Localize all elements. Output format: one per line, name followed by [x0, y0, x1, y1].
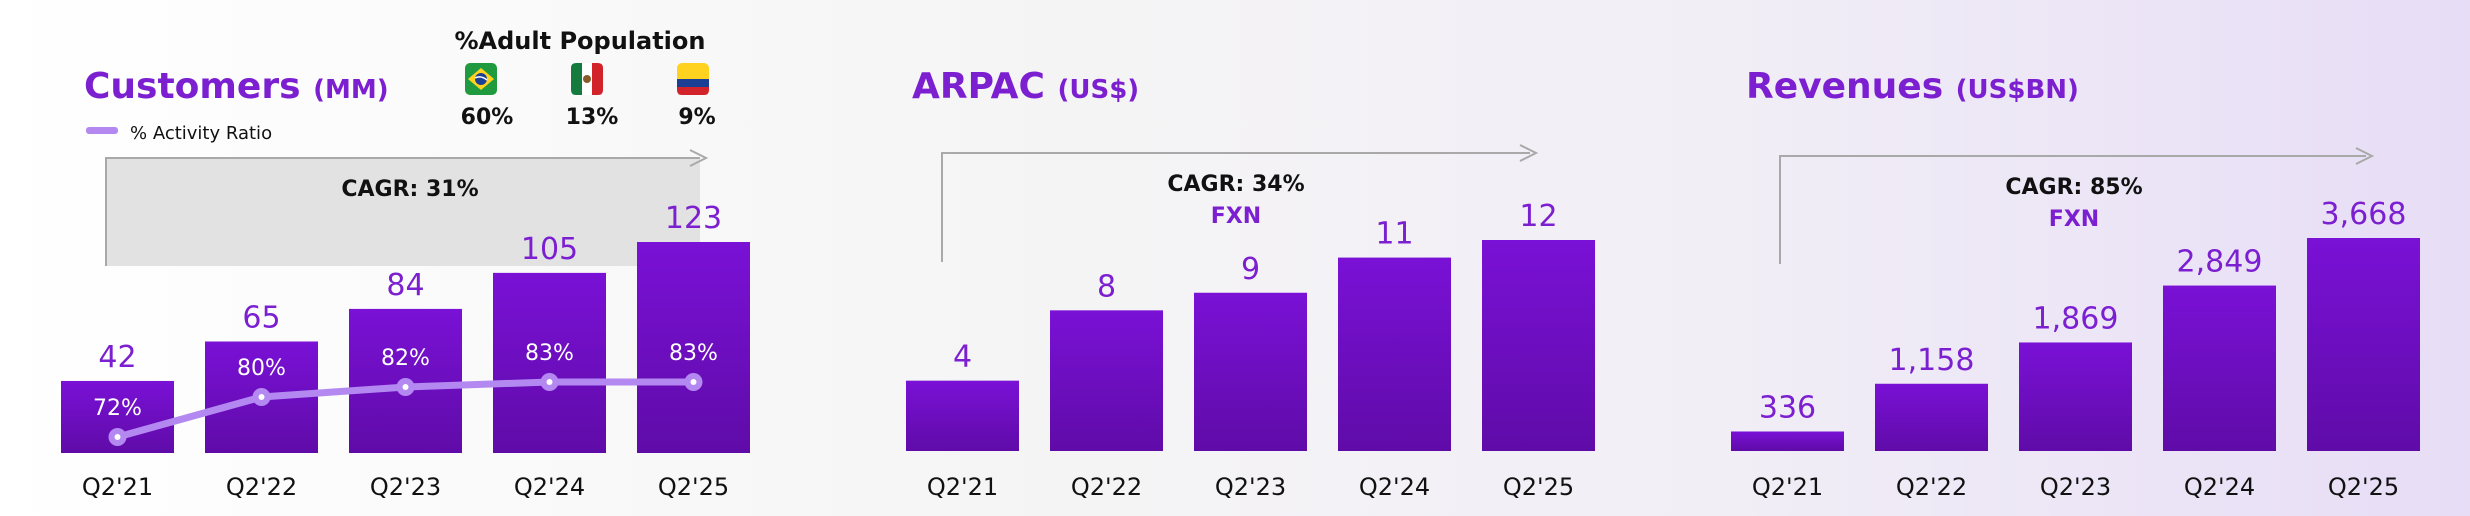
arpac-bar	[1338, 257, 1451, 451]
revenues-cagr-arrow	[1779, 155, 2366, 264]
customers-panel-title: Customers (MM)	[84, 66, 389, 107]
legend-line-swatch	[86, 127, 118, 134]
revenues-bar	[2019, 342, 2132, 451]
arpac-x-tick-label: Q2'23	[1215, 473, 1286, 501]
revenues-cagr-sub: FXN	[2049, 207, 2099, 232]
arpac-x-tick-label: Q2'24	[1359, 473, 1430, 501]
activity-ratio-point-center	[546, 379, 553, 385]
customers-x-tick-label: Q2'22	[226, 473, 297, 501]
activity-ratio-label: 82%	[381, 346, 430, 371]
mexico-flag-icon	[571, 63, 603, 95]
customers-bars: 42 Q2'21 65 Q2'22 84 Q2'23 105 Q2'24 123 Q2'25 72%…	[61, 201, 750, 501]
revenues-cagr-arrowhead	[2355, 147, 2375, 165]
arpac-value-label: 11	[1375, 217, 1413, 252]
revenues-bar	[2307, 238, 2420, 451]
customers-value-label: 123	[665, 201, 722, 236]
arpac-bars: 4 Q2'21 8 Q2'22 9 Q2'23 11 Q2'24 12 Q2'25	[906, 199, 1595, 501]
revenues-panel-title: Revenues (US$BN)	[1746, 66, 2079, 107]
arpac-value-label: 8	[1097, 269, 1116, 304]
svg-text:Customers (MM): Customers (MM)	[84, 66, 389, 107]
mexico-value: 13%	[566, 105, 619, 130]
colombia-value: 9%	[678, 105, 715, 130]
customers-x-tick-label: Q2'21	[82, 473, 153, 501]
revenues-bar	[1875, 383, 1988, 451]
arpac-cagr-sub: FXN	[1211, 204, 1261, 229]
activity-ratio-label: 72%	[93, 396, 142, 421]
arpac-cagr-label: CAGR: 34%	[1167, 172, 1304, 197]
activity-ratio-point-center	[690, 379, 697, 385]
customers-cagr-arrow	[105, 157, 700, 266]
arpac-x-tick-label: Q2'22	[1071, 473, 1142, 501]
customers-x-tick-label: Q2'23	[370, 473, 441, 501]
arpac-x-tick-label: Q2'21	[927, 473, 998, 501]
customers-value-label: 84	[386, 268, 424, 303]
revenues-x-tick-label: Q2'23	[2040, 473, 2111, 501]
revenues-unit: (US$BN)	[1956, 75, 2079, 105]
customers-cagr-arrowhead	[689, 149, 709, 167]
revenues-value-label: 3,668	[2321, 197, 2407, 232]
arpac-cagr-arrowhead	[1519, 144, 1539, 162]
activity-ratio-point-center	[258, 394, 265, 400]
customers-bar	[637, 242, 750, 453]
revenues-cagr: CAGR: 85% FXN	[1779, 147, 2375, 264]
customers-title: Customers	[84, 66, 301, 107]
revenues-cagr-label: CAGR: 85%	[2005, 175, 2142, 200]
customers-cagr-box	[106, 158, 700, 266]
customers-value-label: 105	[521, 232, 578, 267]
activity-ratio-label: 80%	[237, 356, 286, 381]
arpac-value-label: 9	[1241, 252, 1260, 287]
population-block: %Adult Population 60% 13% 9%	[455, 27, 716, 130]
customers-value-label: 42	[98, 340, 136, 375]
arpac-bar	[1050, 310, 1163, 451]
arpac-bar	[906, 380, 1019, 451]
customers-bar	[493, 272, 606, 453]
arpac-x-tick-label: Q2'25	[1503, 473, 1574, 501]
revenues-value-label: 2,849	[2177, 245, 2263, 280]
arpac-value-label: 12	[1519, 199, 1557, 234]
revenues-bar	[1731, 431, 1844, 451]
customers-x-tick-label: Q2'24	[514, 473, 585, 501]
revenues-value-label: 1,158	[1889, 343, 1975, 378]
activity-ratio-label: 83%	[525, 341, 574, 366]
revenues-x-tick-label: Q2'25	[2328, 473, 2399, 501]
customers-unit: (MM)	[313, 75, 389, 105]
arpac-cagr-arrow	[941, 152, 1530, 262]
svg-text:Revenues (US$BN): Revenues (US$BN)	[1746, 66, 2079, 107]
customers-x-tick-label: Q2'25	[658, 473, 729, 501]
revenues-bars: 336 Q2'21 1,158 Q2'22 1,869 Q2'23 2,849 Q2'24 3,…	[1731, 197, 2420, 501]
revenues-x-tick-label: Q2'22	[1896, 473, 1967, 501]
svg-text:ARPAC (US$): ARPAC (US$)	[912, 66, 1139, 107]
arpac-unit: (US$)	[1058, 75, 1140, 105]
revenues-value-label: 336	[1759, 390, 1816, 425]
activity-ratio-label: 83%	[669, 341, 718, 366]
arpac-value-label: 4	[953, 340, 972, 375]
arpac-bar	[1482, 240, 1595, 451]
chart-layer: 42Q2'2165Q2'2284Q2'23105Q2'24123Q2'2572%…	[61, 197, 2420, 501]
customers-cagr: CAGR: 31%	[105, 149, 709, 266]
brazil-value: 60%	[461, 105, 514, 130]
revenues-x-tick-label: Q2'24	[2184, 473, 2255, 501]
arpac-title: ARPAC	[912, 66, 1045, 107]
revenues-bar	[2163, 285, 2276, 451]
revenues-value-label: 1,869	[2033, 301, 2119, 336]
population-title: %Adult Population	[455, 27, 706, 55]
legend-label: % Activity Ratio	[130, 123, 272, 144]
customers-cagr-label: CAGR: 31%	[341, 177, 478, 202]
activity-ratio-point-center	[402, 384, 409, 390]
arpac-cagr: CAGR: 34% FXN	[941, 144, 1539, 262]
activity-ratio-point-center	[114, 434, 121, 440]
activity-ratio-legend: % Activity Ratio	[86, 123, 272, 144]
customers-value-label: 65	[242, 300, 280, 335]
arpac-panel-title: ARPAC (US$)	[912, 66, 1139, 107]
revenues-x-tick-label: Q2'21	[1752, 473, 1823, 501]
revenues-title: Revenues	[1746, 66, 1943, 107]
brazil-flag-icon	[465, 63, 497, 95]
arpac-bar	[1194, 292, 1307, 451]
colombia-flag-icon	[677, 63, 709, 95]
